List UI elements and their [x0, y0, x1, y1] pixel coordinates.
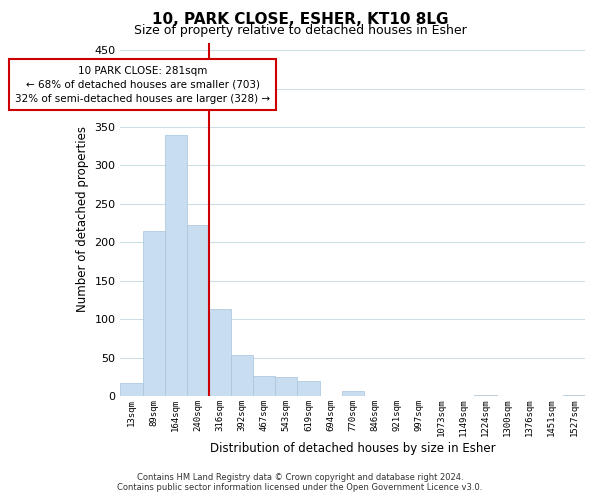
Bar: [275, 377, 298, 396]
Bar: [187, 226, 209, 396]
X-axis label: Distribution of detached houses by size in Esher: Distribution of detached houses by size …: [210, 442, 496, 455]
Bar: [298, 380, 320, 396]
Y-axis label: Number of detached properties: Number of detached properties: [76, 126, 89, 312]
Text: 10, PARK CLOSE, ESHER, KT10 8LG: 10, PARK CLOSE, ESHER, KT10 8LG: [152, 12, 448, 28]
Bar: [253, 376, 275, 396]
Bar: [143, 231, 164, 396]
Bar: [164, 134, 187, 396]
Text: Contains HM Land Registry data © Crown copyright and database right 2024.
Contai: Contains HM Land Registry data © Crown c…: [118, 473, 482, 492]
Text: 10 PARK CLOSE: 281sqm
← 68% of detached houses are smaller (703)
32% of semi-det: 10 PARK CLOSE: 281sqm ← 68% of detached …: [15, 66, 270, 104]
Bar: [341, 390, 364, 396]
Bar: [121, 383, 143, 396]
Bar: [231, 356, 253, 396]
Bar: [475, 394, 497, 396]
Text: Size of property relative to detached houses in Esher: Size of property relative to detached ho…: [134, 24, 466, 37]
Bar: [209, 309, 231, 396]
Bar: [563, 394, 585, 396]
